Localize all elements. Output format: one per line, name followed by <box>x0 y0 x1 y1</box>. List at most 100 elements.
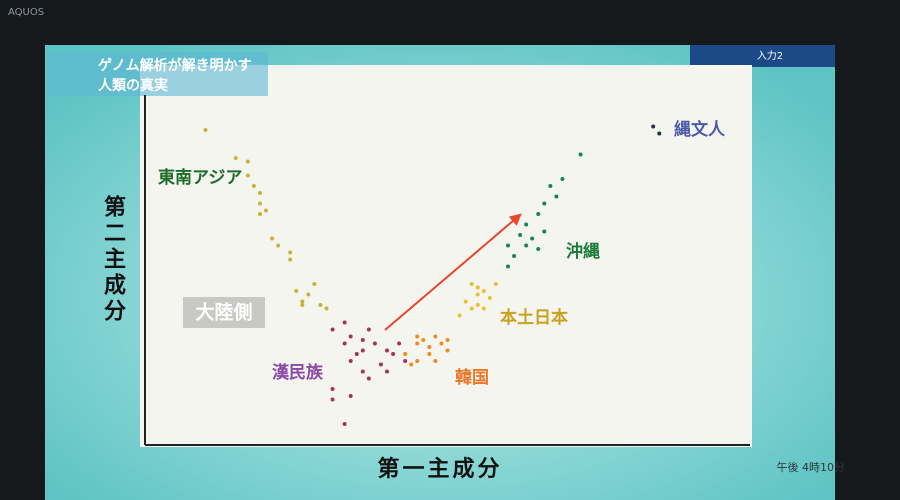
point <box>294 289 299 293</box>
point <box>578 152 583 157</box>
point <box>475 292 480 297</box>
point <box>348 394 353 398</box>
point <box>560 177 565 181</box>
point <box>445 348 450 353</box>
point <box>245 159 250 164</box>
point <box>457 313 462 318</box>
point <box>276 243 281 248</box>
point <box>530 236 535 241</box>
point <box>463 299 468 304</box>
point <box>288 257 293 262</box>
point <box>330 397 335 402</box>
arrow <box>384 213 522 331</box>
point <box>475 303 480 307</box>
point <box>300 303 305 307</box>
point <box>391 352 396 356</box>
point <box>651 124 656 129</box>
clock: 午後 4時10分 <box>777 460 846 474</box>
point <box>536 247 541 251</box>
point <box>403 352 408 356</box>
point <box>342 341 347 346</box>
series-label: 沖縄 <box>566 241 600 262</box>
point <box>421 338 426 342</box>
point <box>518 233 523 237</box>
point <box>257 201 262 206</box>
input-label: 入力2 <box>757 49 783 62</box>
annotation: 大陸側 <box>195 301 252 324</box>
point <box>506 243 510 248</box>
point <box>348 334 353 339</box>
point <box>403 359 408 363</box>
point <box>257 191 262 195</box>
y-axis-label: 第二主成分 <box>100 194 126 325</box>
point <box>415 359 420 363</box>
point <box>542 201 547 206</box>
annotation-box <box>183 297 265 328</box>
point <box>306 292 311 297</box>
point <box>251 184 256 188</box>
point <box>233 156 238 160</box>
point <box>330 327 335 332</box>
point <box>378 362 383 367</box>
point <box>524 243 529 248</box>
point <box>409 362 414 367</box>
caption-line: 人類の真実 <box>98 77 168 94</box>
point <box>397 341 402 346</box>
point <box>481 289 486 293</box>
point <box>657 131 662 136</box>
point <box>270 236 275 241</box>
point <box>415 341 420 346</box>
point <box>554 194 559 199</box>
point <box>536 212 541 216</box>
point <box>385 348 389 353</box>
point <box>548 184 553 188</box>
point <box>324 306 329 311</box>
point <box>487 296 492 300</box>
series-label: 縄文人 <box>674 119 726 140</box>
point <box>360 338 365 342</box>
point <box>475 285 480 290</box>
point <box>385 369 389 374</box>
series-label: 韓国 <box>455 367 489 388</box>
series-label: 東南アジア <box>158 167 242 188</box>
point <box>415 334 420 339</box>
point <box>469 282 474 286</box>
point <box>445 338 450 342</box>
point <box>318 303 323 307</box>
point <box>427 352 432 356</box>
point <box>348 359 353 363</box>
series-label: 漢民族 <box>272 362 324 383</box>
point <box>506 264 510 269</box>
point <box>354 352 359 356</box>
input-badge <box>690 45 835 67</box>
point <box>342 422 347 426</box>
point <box>433 334 438 339</box>
point <box>493 282 498 286</box>
point <box>512 254 517 258</box>
series-label: 本土日本 <box>500 307 568 328</box>
point <box>360 348 365 353</box>
point <box>366 327 371 332</box>
point <box>203 128 208 132</box>
point <box>542 229 547 234</box>
point <box>481 306 486 311</box>
point <box>360 369 365 374</box>
point <box>433 359 438 363</box>
point <box>300 299 305 304</box>
point <box>288 250 293 255</box>
point <box>264 208 268 213</box>
point <box>366 376 371 381</box>
point <box>312 282 317 286</box>
caption-line: ゲノム解析が解き明かす <box>98 57 252 74</box>
caption-band <box>48 52 268 96</box>
point <box>245 173 250 178</box>
point <box>330 387 335 391</box>
point <box>524 222 529 227</box>
point <box>427 345 432 349</box>
point <box>469 306 474 311</box>
brand: AQUOS <box>8 7 44 18</box>
point <box>257 212 262 216</box>
point <box>342 320 347 325</box>
